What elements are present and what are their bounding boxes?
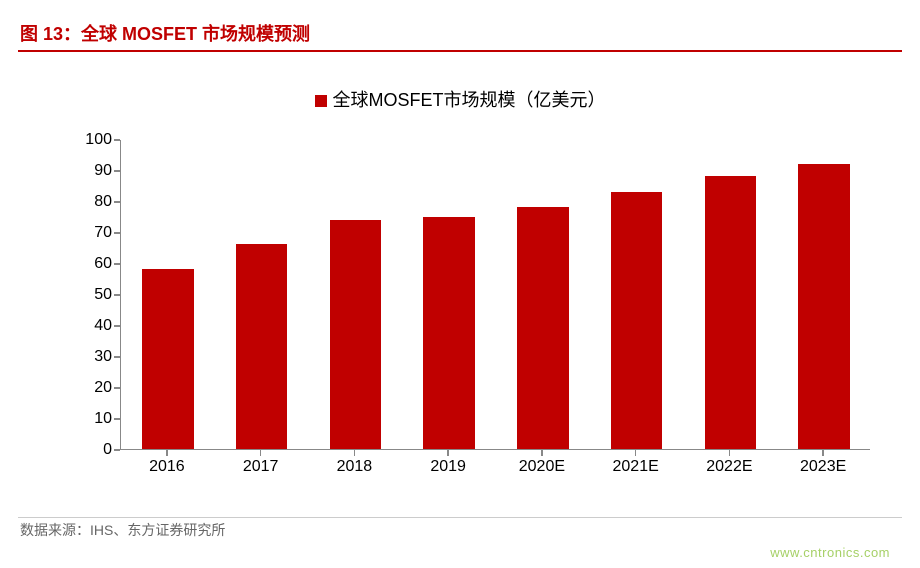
y-tick-label: 40 xyxy=(70,317,112,335)
bar xyxy=(236,244,288,449)
x-tick-mark xyxy=(447,450,449,456)
x-tick-mark xyxy=(541,450,543,456)
title-rule xyxy=(18,50,902,52)
x-tick-label: 2018 xyxy=(337,458,373,476)
bar xyxy=(517,207,569,449)
x-tick-mark xyxy=(166,450,168,456)
bar xyxy=(798,164,850,449)
x-tick-label: 2021E xyxy=(612,458,658,476)
bar xyxy=(423,217,475,450)
figure-title: 图 13：全球 MOSFET 市场规模预测 xyxy=(20,20,310,46)
x-tick-label: 2017 xyxy=(243,458,279,476)
bar xyxy=(330,220,382,449)
x-tick-label: 2022E xyxy=(706,458,752,476)
figure-title-text: 全球 MOSFET 市场规模预测 xyxy=(81,24,310,44)
y-tick-label: 90 xyxy=(70,162,112,180)
watermark: www.cntronics.com xyxy=(770,545,890,560)
bar-chart: 0102030405060708090100 20162017201820192… xyxy=(70,140,870,480)
y-tick-label: 30 xyxy=(70,348,112,366)
y-tick-label: 0 xyxy=(70,441,112,459)
x-tick-mark xyxy=(354,450,356,456)
plot-area xyxy=(120,140,870,450)
x-tick-mark xyxy=(729,450,731,456)
y-tick-label: 20 xyxy=(70,379,112,397)
x-tick-label: 2020E xyxy=(519,458,565,476)
legend-swatch xyxy=(315,95,327,107)
bar xyxy=(705,176,757,449)
source-rule xyxy=(18,517,902,518)
y-tick-label: 100 xyxy=(70,131,112,149)
y-tick-label: 10 xyxy=(70,410,112,428)
x-tick-label: 2019 xyxy=(430,458,466,476)
y-tick-label: 80 xyxy=(70,193,112,211)
x-tick-label: 2016 xyxy=(149,458,185,476)
y-tick-label: 60 xyxy=(70,255,112,273)
figure-title-prefix: 图 13： xyxy=(20,24,81,44)
y-tick-label: 70 xyxy=(70,224,112,242)
x-tick-mark xyxy=(260,450,262,456)
legend-label: 全球MOSFET市场规模（亿美元） xyxy=(333,90,606,110)
bar xyxy=(611,192,663,449)
x-tick-label: 2023E xyxy=(800,458,846,476)
bar xyxy=(142,269,194,449)
chart-legend: 全球MOSFET市场规模（亿美元） xyxy=(0,86,920,112)
y-tick-label: 50 xyxy=(70,286,112,304)
x-tick-mark xyxy=(822,450,824,456)
data-source: 数据来源：IHS、东方证券研究所 xyxy=(20,520,225,540)
x-tick-mark xyxy=(635,450,637,456)
